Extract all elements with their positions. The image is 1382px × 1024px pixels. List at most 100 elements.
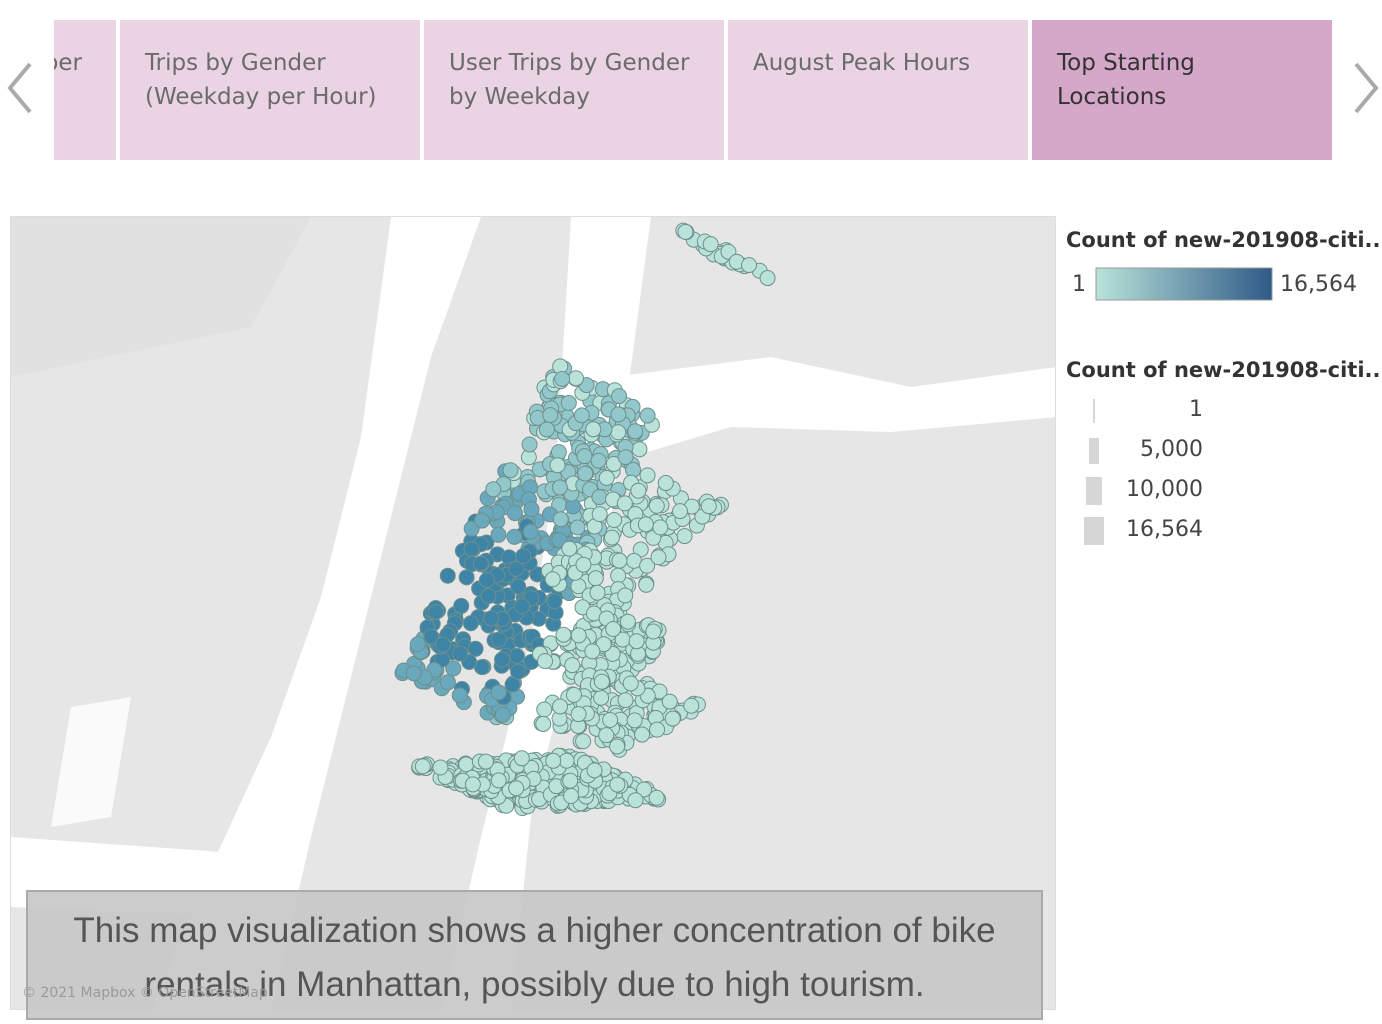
station-dot — [626, 712, 643, 729]
color-ramp — [1095, 267, 1273, 301]
station-dot — [570, 706, 587, 723]
station-dot — [409, 636, 426, 653]
station-dot — [538, 421, 555, 438]
station-dot — [589, 584, 606, 601]
station-dot — [414, 758, 431, 775]
station-dot — [628, 633, 645, 650]
station-dot — [639, 407, 656, 424]
next-arrow[interactable] — [1350, 60, 1382, 116]
station-dot — [513, 750, 530, 767]
station-dot — [405, 665, 422, 682]
station-dot — [555, 626, 572, 643]
station-dot — [483, 610, 500, 627]
station-dot — [634, 726, 651, 743]
tab-label: per — [54, 50, 82, 76]
station-dot — [545, 752, 562, 769]
story-tab[interactable]: per — [54, 20, 116, 160]
station-dot — [546, 593, 563, 610]
station-dot — [617, 449, 634, 466]
station-dot — [544, 571, 561, 588]
station-dot — [464, 776, 481, 793]
color-legend-title: Count of new-201908-citi.. — [1066, 228, 1381, 252]
station-dot — [427, 603, 444, 620]
station-dot — [490, 772, 507, 789]
station-dot — [472, 555, 489, 572]
station-dot — [610, 567, 627, 584]
size-swatch — [1093, 398, 1095, 423]
station-dot — [593, 673, 610, 690]
station-dot — [458, 569, 475, 586]
station-dot — [605, 621, 622, 638]
station-dot — [617, 587, 634, 604]
station-dot — [570, 627, 587, 644]
station-dot — [521, 436, 538, 453]
station-dot — [522, 523, 539, 540]
tab-label: Locations — [1057, 84, 1167, 110]
tab-label: User Trips by Gender — [449, 50, 690, 76]
station-dot — [652, 519, 669, 536]
station-dot — [542, 407, 559, 424]
size-legend-title: Count of new-201908-citi.. — [1066, 358, 1381, 382]
station-dot — [590, 452, 607, 469]
station-dot — [575, 733, 592, 750]
station-dot — [552, 698, 569, 715]
station-dot — [630, 482, 647, 499]
station-dot — [439, 567, 456, 584]
station-dot — [683, 697, 700, 714]
station-dot — [649, 721, 666, 738]
story-tab[interactable]: User Trips by Gender by Weekday — [424, 20, 724, 160]
station-dot — [510, 663, 527, 680]
station-dot — [650, 549, 667, 566]
station-dot — [759, 270, 776, 287]
station-dot — [554, 370, 571, 387]
station-dot — [700, 498, 717, 515]
station-dot — [535, 715, 552, 732]
story-tab[interactable]: August Peak Hours — [728, 20, 1028, 160]
station-dot — [585, 421, 602, 438]
station-dot — [661, 693, 678, 710]
station-dot — [462, 615, 479, 632]
size-label: 10,000 — [1126, 477, 1203, 502]
station-dot — [591, 506, 608, 523]
station-dot — [463, 541, 480, 558]
station-dot — [467, 640, 484, 657]
station-dot — [480, 588, 497, 605]
size-swatch — [1084, 517, 1104, 545]
size-label: 16,564 — [1126, 517, 1203, 542]
station-dot — [577, 465, 594, 482]
station-dot — [591, 489, 608, 506]
station-dot — [506, 528, 523, 545]
station-dot — [563, 788, 580, 805]
station-dot — [452, 645, 469, 662]
station-dot — [610, 406, 627, 423]
station-dot — [627, 423, 644, 440]
station-dot — [494, 651, 511, 668]
station-dot — [490, 631, 507, 648]
station-dot — [595, 636, 612, 653]
color-legend-min: 1 — [1072, 272, 1086, 297]
map-attribution: © 2021 Mapbox © OpenStreetMap — [22, 985, 268, 1001]
station-dot — [648, 497, 665, 514]
station-dot — [741, 257, 758, 274]
story-tab[interactable]: Top Starting Locations — [1032, 20, 1332, 160]
tab-label: Top Starting — [1057, 50, 1195, 76]
station-dot — [552, 511, 569, 528]
station-dot — [508, 560, 525, 577]
size-label: 1 — [1189, 397, 1203, 422]
station-dot — [551, 479, 568, 496]
map-canvas — [11, 217, 1055, 1009]
station-dot — [639, 557, 656, 574]
station-dot — [485, 481, 502, 498]
station-dot — [502, 462, 519, 479]
prev-arrow[interactable] — [4, 60, 36, 116]
tab-label: Trips by Gender — [145, 50, 326, 76]
station-dot — [605, 455, 622, 472]
station-dot — [549, 457, 566, 474]
station-dot — [506, 505, 523, 522]
story-tab[interactable]: Trips by Gender (Weekday per Hour) — [120, 20, 420, 160]
station-dot — [434, 636, 451, 653]
station-dot — [445, 660, 462, 677]
tab-label: by Weekday — [449, 84, 590, 110]
station-dot — [564, 657, 581, 674]
station-dot — [619, 613, 636, 630]
